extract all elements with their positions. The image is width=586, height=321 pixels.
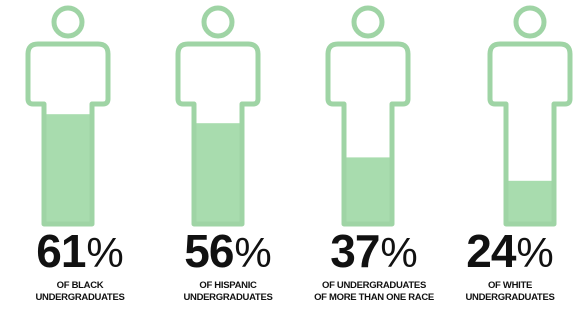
person-head-icon [351, 5, 385, 39]
category-label-white-line1: OF WHITE [487, 280, 533, 291]
label-hispanic: 56% OF HISPANIC UNDERGRADUATES [154, 228, 302, 304]
pictograph-chart [25, 5, 573, 227]
bar-hispanic [178, 123, 258, 224]
person-body-icon [325, 41, 411, 227]
percent-black: 61% [6, 228, 154, 280]
category-label-hispanic-line1: OF HISPANIC [199, 280, 257, 291]
value-label-hispanic: 56 [184, 225, 234, 277]
percent-sign: % [516, 229, 554, 276]
bar-multiracial [328, 157, 408, 224]
person-body-icon [25, 41, 111, 227]
bar-white [490, 180, 570, 224]
figure-multiracial [325, 5, 411, 227]
category-label-white-line2: UNDERGRADUATES [465, 292, 555, 303]
category-label-multiracial-line1: OF UNDERGRADUATES [322, 280, 426, 291]
label-white: 24% OF WHITE UNDERGRADUATES [436, 228, 584, 304]
value-label-multiracial: 37 [330, 225, 380, 277]
figure-black [25, 5, 111, 227]
percent-sign: % [234, 229, 272, 276]
percent-sign: % [86, 229, 124, 276]
value-label-white: 24 [466, 225, 516, 277]
figure-hispanic [175, 5, 261, 227]
person-head-icon [51, 5, 85, 39]
percent-white: 24% [436, 228, 584, 280]
label-multiracial: 37% OF UNDERGRADUATES OF MORE THAN ONE R… [300, 228, 448, 304]
person-body-icon [175, 41, 261, 227]
percent-sign: % [380, 229, 418, 276]
bar-black [28, 114, 108, 224]
figure-white [487, 5, 573, 227]
percent-hispanic: 56% [154, 228, 302, 280]
category-label-black-line1: OF BLACK [56, 280, 104, 291]
percent-multiracial: 37% [300, 228, 448, 280]
label-black: 61% OF BLACK UNDERGRADUATES [6, 228, 154, 304]
value-label-black: 61 [36, 225, 86, 277]
category-label-multiracial-line2: OF MORE THAN ONE RACE [314, 292, 434, 303]
category-label-black-line2: UNDERGRADUATES [35, 292, 125, 303]
chart-labels: 61% OF BLACK UNDERGRADUATES 56% OF HISPA… [0, 228, 586, 321]
person-body-icon [487, 41, 573, 227]
person-head-icon [201, 5, 235, 39]
category-label-hispanic-line2: UNDERGRADUATES [183, 292, 273, 303]
person-head-icon [513, 5, 547, 39]
